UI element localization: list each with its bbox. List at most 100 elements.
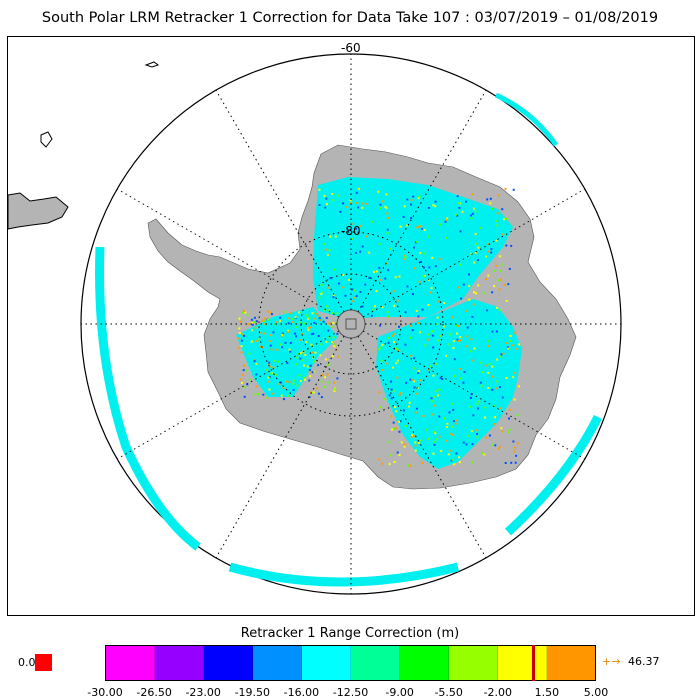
data-speckle-point	[332, 343, 335, 346]
data-speckle-point	[429, 365, 432, 368]
data-speckle-point	[470, 214, 473, 217]
data-speckle-point	[254, 321, 256, 323]
data-speckle-point	[304, 354, 307, 356]
colorbar-tick-label: -16.00	[283, 686, 320, 699]
data-speckle-point	[270, 334, 273, 337]
data-speckle-point	[398, 420, 401, 423]
latitude-circle-inner	[300, 273, 402, 375]
data-speckle-point	[507, 431, 510, 434]
data-speckle-point	[349, 202, 352, 205]
data-speckle-point	[509, 408, 511, 411]
data-speckle-point	[441, 378, 444, 380]
data-speckle-point	[454, 213, 457, 216]
data-speckle-point	[471, 212, 474, 215]
data-speckle-point	[244, 311, 247, 314]
data-speckle-point	[396, 359, 399, 362]
data-speckle	[238, 187, 520, 467]
data-speckle-point	[388, 463, 391, 465]
data-speckle-point	[410, 199, 413, 201]
data-speckle-point	[288, 380, 291, 383]
data-speckle-point	[484, 436, 487, 439]
data-speckle-point	[495, 264, 497, 267]
data-speckle-point	[461, 210, 464, 213]
data-speckle-point	[435, 438, 438, 441]
data-speckle-point	[426, 428, 428, 431]
ocean-swath-east	[504, 414, 603, 536]
data-speckle-point	[502, 233, 505, 236]
data-speckle-point	[500, 353, 503, 356]
data-speckle-point	[414, 444, 417, 447]
data-speckle-point	[480, 227, 483, 230]
data-speckle-point	[393, 427, 396, 430]
data-speckle-point	[513, 450, 516, 453]
data-speckle-point	[465, 443, 468, 446]
data-speckle-point	[319, 354, 322, 357]
data-speckle-point	[457, 286, 459, 289]
data-speckle-point	[496, 358, 499, 361]
data-speckle-point	[238, 337, 241, 340]
data-speckle-point	[470, 217, 473, 220]
data-speckle-point	[360, 224, 363, 227]
data-speckle-point	[386, 228, 389, 231]
data-speckle-point	[508, 267, 511, 270]
data-speckle-point	[346, 206, 349, 209]
data-speckle-point	[459, 336, 462, 339]
data-speckle-point	[471, 443, 474, 446]
data-speckle-point	[432, 346, 435, 349]
data-speckle-point	[312, 351, 314, 354]
data-speckle-point	[402, 258, 405, 260]
data-speckle-point	[301, 333, 304, 336]
lat-label-80: -80	[341, 224, 361, 238]
data-speckle-point	[413, 435, 416, 438]
data-speckle-point	[384, 205, 387, 208]
data-speckle-point	[393, 332, 396, 335]
data-speckle-point	[404, 425, 407, 427]
data-speckle-point	[503, 283, 506, 286]
data-speckle-point	[268, 362, 271, 365]
data-speckle-point	[499, 355, 502, 358]
data-speckle-point	[328, 336, 331, 339]
pole-hole	[336, 309, 366, 339]
data-speckle-point	[487, 372, 490, 374]
data-speckle-point	[264, 317, 267, 320]
data-speckle-point	[453, 375, 456, 378]
data-speckle-point	[279, 343, 282, 346]
data-speckle-point	[281, 346, 283, 349]
data-speckle-point	[482, 292, 485, 295]
data-speckle-point	[451, 433, 454, 436]
data-speckle-point	[327, 286, 330, 289]
data-speckle-point	[332, 336, 335, 339]
data-speckle-point	[462, 381, 465, 384]
data-speckle-point	[263, 320, 266, 322]
data-speckle-point	[332, 294, 335, 297]
data-speckle-point	[355, 202, 358, 204]
data-speckle-point	[432, 204, 435, 207]
data-speckle-point	[284, 310, 287, 313]
data-speckle-point	[350, 222, 353, 225]
data-speckle-point	[436, 300, 439, 303]
data-speckle-point	[336, 377, 339, 380]
data-speckle-point	[395, 362, 398, 365]
data-speckle-point	[251, 323, 254, 326]
data-speckle-point	[432, 374, 435, 377]
data-speckle-point	[427, 304, 430, 306]
data-speckle-point	[388, 394, 391, 397]
data-speckle-point	[443, 417, 446, 420]
data-speckle-point	[299, 352, 302, 355]
data-speckle-point	[337, 194, 340, 197]
data-speckle-point	[498, 255, 501, 258]
data-speckle-point	[493, 285, 496, 288]
data-speckle-point	[413, 246, 415, 249]
data-speckle-point	[505, 217, 508, 220]
data-speckle-point	[385, 193, 388, 196]
data-speckle-point	[427, 235, 430, 238]
data-speckle-point	[280, 334, 283, 337]
data-speckle-point	[432, 452, 435, 455]
data-speckle-point	[410, 217, 413, 219]
data-speckle-point	[472, 414, 475, 417]
data-speckle-point	[474, 242, 477, 245]
data-speckle-point	[515, 454, 518, 457]
data-speckle-point	[330, 325, 333, 328]
data-speckle-point	[310, 333, 313, 336]
data-speckle-point	[240, 339, 243, 342]
